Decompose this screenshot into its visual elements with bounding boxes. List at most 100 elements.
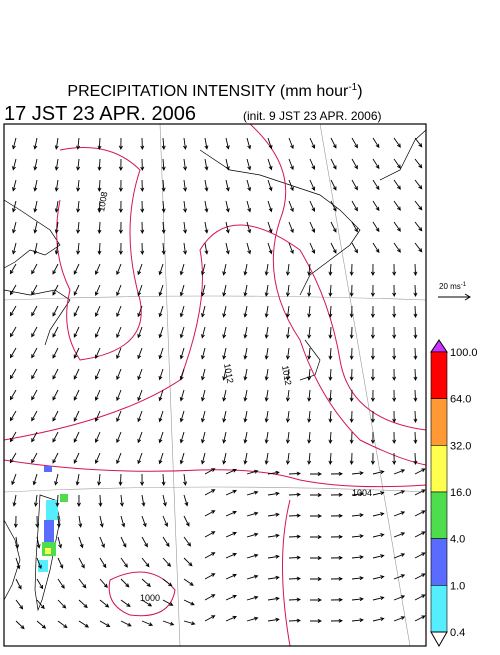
- wind-arrow: [330, 200, 337, 212]
- wind-arrow: [116, 326, 122, 339]
- wind-arrow: [392, 326, 397, 339]
- wind-arrow: [52, 389, 59, 401]
- wind-arrow: [204, 242, 209, 255]
- wind-arrow: [161, 242, 166, 255]
- wind-arrow: [351, 179, 358, 191]
- wind-arrow: [73, 326, 80, 338]
- wind-arrow: [225, 179, 230, 192]
- wind-arrow: [309, 576, 322, 581]
- wind-arrow: [349, 452, 354, 465]
- wind-arrow: [351, 137, 358, 149]
- wind-arrow: [307, 305, 312, 318]
- wind-arrow: [243, 284, 248, 297]
- wind-arrow: [9, 389, 17, 401]
- wind-arrow: [204, 531, 216, 538]
- wind-arrow: [349, 368, 354, 381]
- colorbar: 100.0 64.0 32.0 16.0 4.0 1.0 0.4: [430, 339, 478, 648]
- wind-arrow: [183, 536, 192, 547]
- wind-arrow: [116, 452, 122, 465]
- wind-arrow: [97, 137, 102, 150]
- wind-arrow: [73, 389, 80, 401]
- coastline: [3, 289, 71, 346]
- wind-arrow: [15, 578, 22, 590]
- wind-arrow: [288, 179, 294, 192]
- wind-arrow: [246, 616, 259, 622]
- wind-arrow: [330, 471, 343, 476]
- wind-arrow: [76, 137, 81, 150]
- wind-arrow: [370, 431, 375, 444]
- wind-arrow: [179, 431, 185, 444]
- wind-arrow: [264, 410, 269, 423]
- wind-arrow: [264, 305, 269, 318]
- wind-arrow: [9, 347, 17, 359]
- wind-arrow: [162, 599, 174, 606]
- wind-arrow: [413, 263, 418, 276]
- wind-arrow: [372, 179, 380, 191]
- wind-arrow: [118, 242, 123, 255]
- wind-arrow: [267, 158, 273, 171]
- wind-arrow: [204, 468, 216, 475]
- wind-arrow: [246, 200, 252, 213]
- wind-arrow: [73, 305, 80, 317]
- wind-arrow: [370, 410, 375, 423]
- wind-arrow: [73, 284, 80, 296]
- wind-arrow: [328, 326, 333, 339]
- wind-arrow: [392, 389, 397, 402]
- wind-arrow: [307, 431, 312, 444]
- wind-arrow: [370, 368, 375, 381]
- wind-arrow: [264, 263, 269, 276]
- wind-arrow: [76, 221, 81, 234]
- wind-arrow: [225, 531, 237, 538]
- wind-arrow: [285, 368, 290, 381]
- isobar: [108, 571, 176, 617]
- wind-arrow: [201, 305, 206, 318]
- wind-arrow: [116, 389, 122, 402]
- wind-arrow: [158, 389, 164, 402]
- precipitation: [38, 466, 68, 572]
- wind-arrow: [225, 615, 237, 622]
- wind-arrow: [9, 326, 17, 338]
- wind-arrow: [288, 597, 301, 602]
- isobar-labels: 1008 1012 1012 1004 1000: [96, 191, 372, 603]
- wind-arrow: [204, 615, 216, 622]
- wind-arrow: [78, 599, 88, 609]
- wind-arrow: [246, 511, 259, 517]
- wind-arrow: [370, 284, 375, 297]
- wind-arrow: [285, 284, 290, 297]
- wind-arrow: [31, 284, 38, 296]
- wind-arrow: [328, 389, 333, 402]
- colorbar-label: 0.4: [450, 627, 465, 639]
- wind-arrow: [392, 368, 397, 381]
- wind-arrow: [246, 574, 259, 580]
- wind-arrow: [36, 620, 47, 629]
- wind-arrow: [288, 242, 294, 255]
- title-sup: -1: [348, 82, 357, 93]
- wind-arrow: [264, 389, 269, 402]
- wind-arrow: [94, 284, 101, 297]
- wind-arrow: [309, 513, 322, 518]
- wind-arrow: [75, 473, 80, 486]
- wind-arrow: [179, 452, 185, 465]
- wind-arrow: [309, 555, 322, 560]
- wind-arrow: [393, 221, 401, 232]
- wind-arrow: [392, 284, 397, 297]
- wind-arrow: [9, 263, 17, 275]
- wind-arrow: [414, 615, 426, 622]
- wind-arrow: [288, 618, 301, 623]
- wind-arrow: [328, 263, 333, 276]
- wind-arrow: [392, 431, 397, 444]
- wind-arrow: [94, 326, 101, 339]
- wind-arrow: [225, 552, 237, 559]
- wind-arrow: [33, 158, 38, 171]
- wind-arrow: [370, 326, 375, 339]
- wind-arrow: [204, 552, 216, 559]
- wind-arrow: [73, 410, 80, 422]
- wind-arrow: [225, 242, 230, 255]
- wind-arrow: [393, 553, 406, 559]
- wind-arrow: [137, 263, 143, 276]
- colorbar-label: 4.0: [450, 534, 465, 546]
- wind-arrow: [141, 578, 151, 587]
- wind-arrow: [54, 221, 59, 234]
- wind-arrow: [137, 410, 143, 423]
- wind-arrow: [179, 410, 185, 423]
